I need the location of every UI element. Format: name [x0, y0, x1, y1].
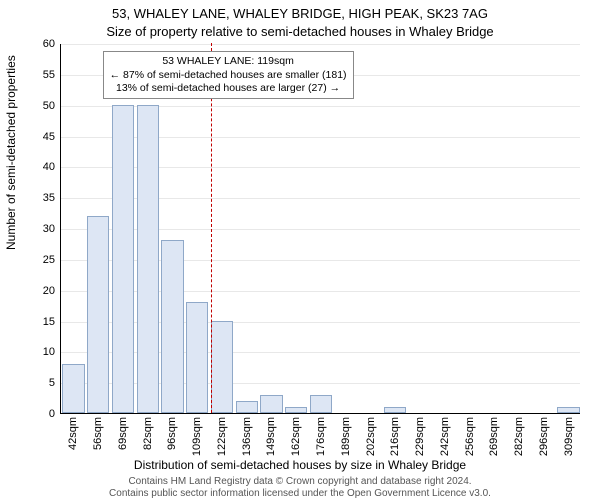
x-tick-label: 282sqm — [513, 417, 525, 456]
y-tick-label: 45 — [43, 131, 55, 143]
x-tick-label: 189sqm — [340, 417, 352, 456]
credit-text: Contains HM Land Registry data © Crown c… — [0, 476, 600, 500]
chart-title-line2: Size of property relative to semi-detach… — [0, 24, 600, 39]
credit-line1: Contains HM Land Registry data © Crown c… — [0, 476, 600, 488]
histogram-bar — [186, 302, 208, 413]
x-tick-label: 256sqm — [464, 417, 476, 456]
histogram-bar — [557, 407, 579, 413]
histogram-bar — [236, 401, 258, 413]
y-tick-label: 20 — [43, 285, 55, 297]
x-tick-label: 296sqm — [538, 417, 550, 456]
histogram-bar — [87, 216, 109, 413]
y-tick-label: 35 — [43, 192, 55, 204]
histogram-bar — [137, 105, 159, 413]
x-tick-label: 149sqm — [265, 417, 277, 456]
x-tick-label: 202sqm — [365, 417, 377, 456]
gridline — [61, 44, 580, 45]
x-tick-label: 309sqm — [563, 417, 575, 456]
y-tick-label: 15 — [43, 316, 55, 328]
histogram-bar — [260, 395, 282, 414]
x-tick-label: 162sqm — [290, 417, 302, 456]
x-tick-label: 96sqm — [166, 417, 178, 450]
chart-plot-area: 05101520253035404550556042sqm56sqm69sqm8… — [60, 44, 580, 414]
histogram-bar — [112, 105, 134, 413]
x-tick-label: 136sqm — [241, 417, 253, 456]
y-tick-label: 60 — [43, 38, 55, 50]
histogram-bar — [285, 407, 307, 413]
y-tick-label: 30 — [43, 223, 55, 235]
histogram-bar — [161, 240, 183, 413]
x-tick-label: 122sqm — [216, 417, 228, 456]
y-tick-label: 5 — [49, 377, 55, 389]
x-tick-label: 42sqm — [67, 417, 79, 450]
y-tick-label: 50 — [43, 100, 55, 112]
histogram-bar — [62, 364, 84, 413]
x-tick-label: 242sqm — [439, 417, 451, 456]
y-axis-label: Number of semi-detached properties — [4, 55, 18, 250]
credit-line2: Contains public sector information licen… — [0, 488, 600, 500]
y-tick-label: 25 — [43, 254, 55, 266]
annotation-box: 53 WHALEY LANE: 119sqm← 87% of semi-deta… — [103, 51, 354, 98]
histogram-bar — [211, 321, 233, 414]
x-tick-label: 269sqm — [488, 417, 500, 456]
annotation-line: ← 87% of semi-detached houses are smalle… — [110, 69, 347, 82]
x-tick-label: 109sqm — [191, 417, 203, 456]
x-tick-label: 176sqm — [315, 417, 327, 456]
histogram-bar — [310, 395, 332, 414]
x-tick-label: 69sqm — [117, 417, 129, 450]
y-tick-label: 10 — [43, 346, 55, 358]
x-tick-label: 216sqm — [389, 417, 401, 456]
x-axis-label: Distribution of semi-detached houses by … — [0, 458, 600, 472]
x-tick-label: 56sqm — [92, 417, 104, 450]
y-tick-label: 40 — [43, 161, 55, 173]
annotation-line: 53 WHALEY LANE: 119sqm — [110, 55, 347, 68]
y-tick-label: 55 — [43, 69, 55, 81]
histogram-bar — [384, 407, 406, 413]
annotation-line: 13% of semi-detached houses are larger (… — [110, 82, 347, 95]
chart-title-line1: 53, WHALEY LANE, WHALEY BRIDGE, HIGH PEA… — [0, 6, 600, 21]
x-tick-label: 82sqm — [142, 417, 154, 450]
y-tick-label: 0 — [49, 408, 55, 420]
x-tick-label: 229sqm — [414, 417, 426, 456]
